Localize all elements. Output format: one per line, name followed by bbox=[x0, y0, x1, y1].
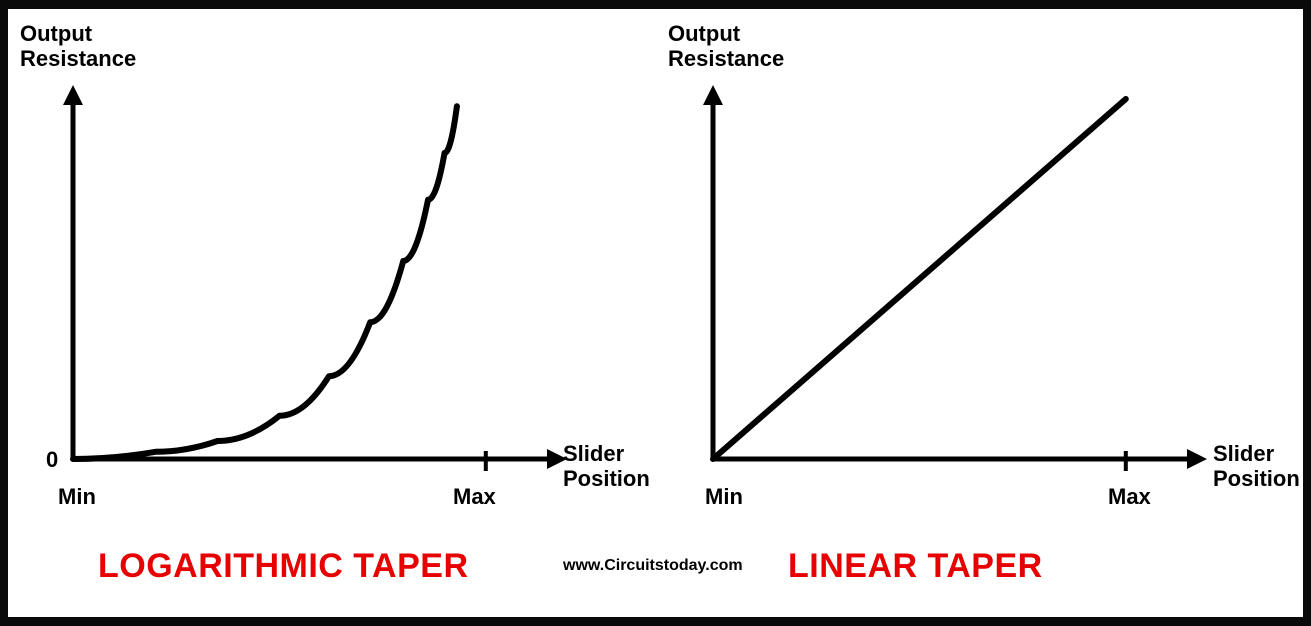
left-x-label-line1: Slider bbox=[563, 441, 624, 466]
right-min-label: Min bbox=[705, 484, 743, 510]
left-min-label: Min bbox=[58, 484, 96, 510]
charts-svg bbox=[8, 9, 1303, 617]
right-max-label: Max bbox=[1108, 484, 1151, 510]
right-x-axis-label: Slider Position bbox=[1213, 441, 1300, 492]
left-y-label-line2: Resistance bbox=[20, 46, 136, 71]
left-x-label-line2: Position bbox=[563, 466, 650, 491]
left-chart-title: LOGARITHMIC TAPER bbox=[98, 547, 469, 586]
right-x-label-line2: Position bbox=[1213, 466, 1300, 491]
left-x-axis-label: Slider Position bbox=[563, 441, 650, 492]
watermark-text: www.Circuitstoday.com bbox=[563, 557, 743, 575]
left-y-label-line1: Output bbox=[20, 21, 92, 46]
right-y-axis-label: Output Resistance bbox=[668, 21, 784, 72]
right-x-label-line1: Slider bbox=[1213, 441, 1274, 466]
linear-taper-chart bbox=[703, 85, 1207, 471]
right-y-label-line2: Resistance bbox=[668, 46, 784, 71]
right-y-label-line1: Output bbox=[668, 21, 740, 46]
log-taper-chart bbox=[63, 85, 567, 471]
right-chart-title: LINEAR TAPER bbox=[788, 547, 1043, 586]
left-max-label: Max bbox=[453, 484, 496, 510]
left-y-axis-label: Output Resistance bbox=[20, 21, 136, 72]
left-origin-label: 0 bbox=[46, 447, 58, 473]
diagram-canvas: Output Resistance 0 Min Max Slider Posit… bbox=[8, 9, 1303, 617]
